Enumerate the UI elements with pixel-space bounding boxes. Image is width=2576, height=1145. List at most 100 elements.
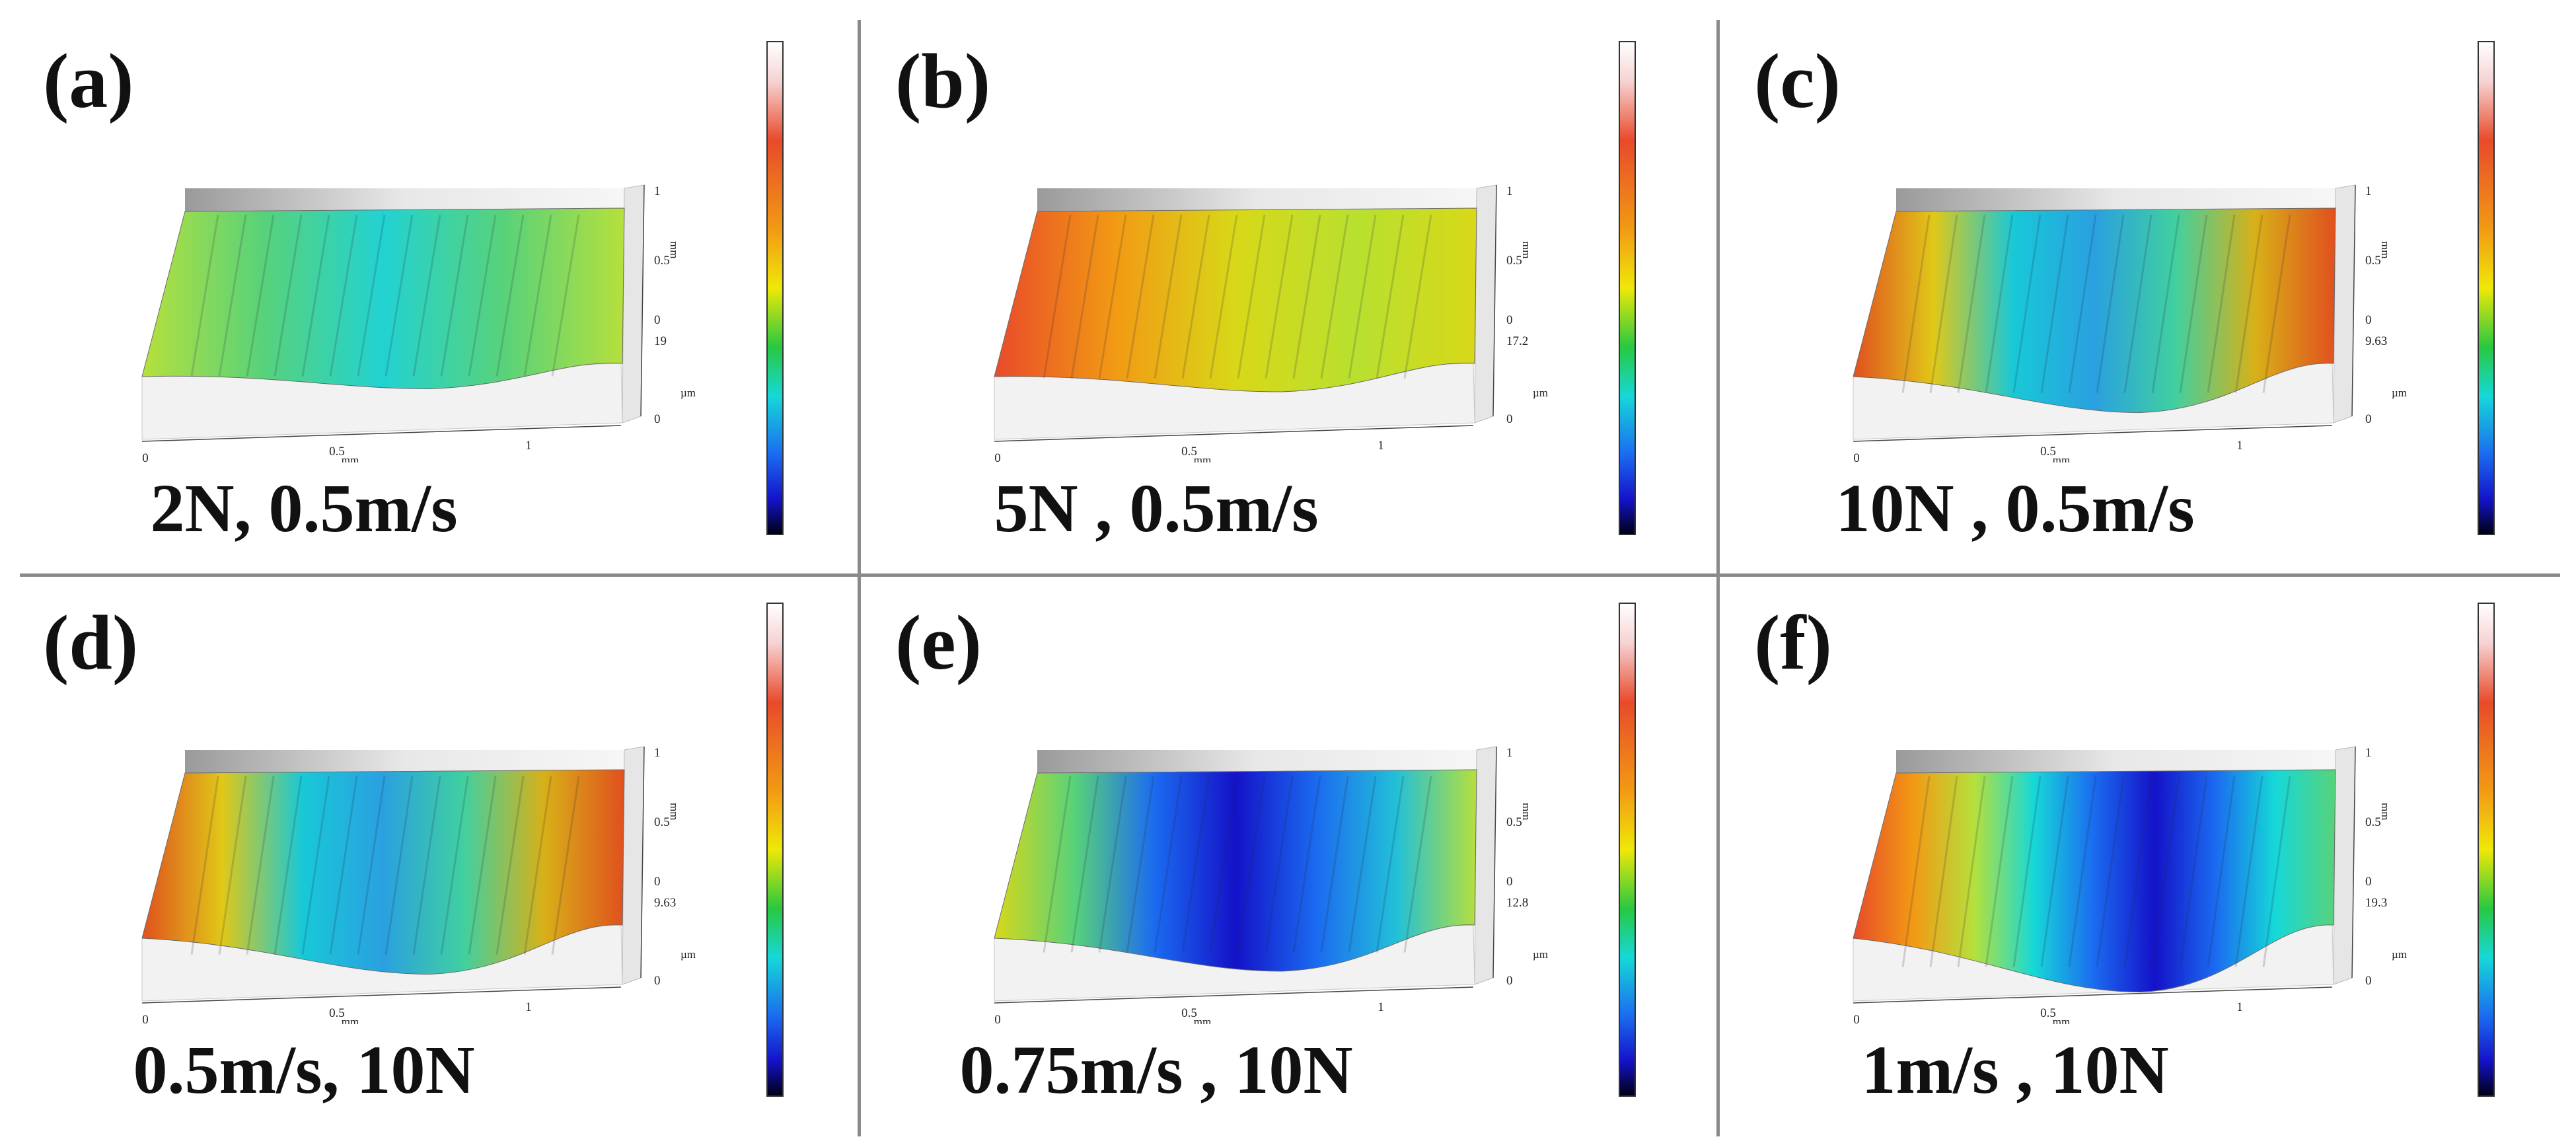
mm-zero-label: 0 — [1506, 313, 1513, 327]
surface-striation — [1043, 214, 1072, 379]
x-axis-unit: mm — [2053, 1016, 2070, 1024]
surface-striation — [2207, 214, 2236, 393]
height-surface — [994, 207, 1477, 392]
surface-striation — [301, 776, 330, 955]
surface-striation — [1348, 776, 1377, 953]
back-wall — [1896, 750, 2336, 773]
surface-striation — [1320, 776, 1349, 953]
surface-striation — [2012, 776, 2042, 967]
surface-striation — [1237, 776, 1266, 953]
surface-striation — [190, 776, 219, 955]
z-axis — [640, 184, 645, 417]
x-tick-label: 0 — [1853, 451, 1860, 462]
mm-mid-label: 0.5 — [654, 254, 670, 268]
back-wall — [1037, 750, 1477, 773]
z-axis-unit: µm — [1533, 948, 1548, 961]
surface-striation — [2068, 214, 2097, 393]
z-axis — [1492, 746, 1497, 979]
surface-striation — [2179, 214, 2208, 393]
mm-axis-unit: mm — [2379, 241, 2392, 258]
back-wall — [1037, 188, 1477, 211]
mm-mid-label: 0.5 — [1506, 815, 1522, 829]
surface-striation — [551, 776, 580, 955]
panel-label: (d) — [43, 599, 139, 686]
colorbar — [1619, 603, 1636, 1097]
panel-c: (c) 10N , 0.5m/s 0 0.5 1 mm 1 0.5 0 9.63 0 mm µm — [1731, 20, 2557, 562]
x-axis-unit: mm — [342, 1016, 359, 1024]
z-max-label: 19.3 — [2365, 896, 2387, 910]
surface-striation — [357, 214, 386, 377]
mm-top-label: 1 — [1506, 746, 1513, 760]
z-zero-label: 0 — [1506, 412, 1513, 426]
z-axis-unit: µm — [681, 387, 696, 399]
surface-striation — [385, 776, 414, 955]
vertical-divider-left — [858, 20, 861, 1136]
surface-plot: 0 0.5 1 mm 1 0.5 0 9.63 0 mm µm — [141, 746, 696, 1024]
surface-striation — [246, 214, 275, 377]
surface-striation — [1209, 776, 1238, 953]
surface-striation — [440, 776, 469, 955]
mm-zero-label: 0 — [654, 875, 661, 889]
mm-top-label: 1 — [2365, 184, 2372, 198]
x-axis — [141, 425, 622, 442]
x-tick-label: 1 — [1378, 439, 1384, 453]
surface-striation — [2096, 776, 2125, 967]
surface-striation — [412, 776, 441, 955]
x-tick-label: 0.5 — [329, 445, 345, 459]
surface-striation — [1376, 214, 1405, 379]
surface-striation — [2012, 214, 2042, 393]
z-max-label: 17.2 — [1506, 334, 1528, 348]
surface-striation — [2151, 214, 2180, 393]
panel-label: (e) — [895, 599, 982, 686]
surface-striation — [1154, 776, 1183, 953]
mm-axis-unit: mm — [1520, 241, 1533, 258]
x-axis-unit: mm — [1194, 454, 1211, 462]
z-max-label: 9.63 — [654, 896, 676, 910]
mm-axis-unit: mm — [668, 241, 681, 258]
surface-striation — [1154, 214, 1183, 379]
x-axis-unit: mm — [342, 454, 359, 462]
mm-top-label: 1 — [654, 184, 661, 198]
mm-top-label: 1 — [654, 746, 661, 760]
panel-label: (f) — [1754, 599, 1832, 686]
z-zero-label: 0 — [2365, 974, 2372, 988]
panel-e: (e) 0.75m/s , 10N 0 0.5 1 mm 1 0.5 0 12.8 0 mm µm — [872, 581, 1698, 1123]
surface-striation — [1403, 776, 1432, 953]
surface-striation — [2262, 776, 2291, 967]
surface-striation — [468, 776, 497, 955]
x-tick-label: 0.5 — [2040, 445, 2056, 459]
z-zero-label: 0 — [654, 974, 661, 988]
z-zero-label: 0 — [654, 412, 661, 426]
surface-striation — [1957, 776, 1986, 967]
surface-striation — [2040, 214, 2069, 393]
surface-striation — [412, 214, 441, 377]
mm-zero-label: 0 — [654, 313, 661, 327]
surface-striation — [274, 776, 303, 955]
surface-striation — [1070, 214, 1099, 379]
x-tick-label: 0 — [1853, 1013, 1860, 1024]
surface-striation — [1901, 776, 1931, 967]
surface-striation — [190, 214, 219, 377]
surface-striation — [1985, 776, 2014, 967]
surface-striation — [329, 214, 358, 377]
x-tick-label: 1 — [2236, 439, 2243, 453]
z-axis — [2351, 184, 2356, 417]
z-axis — [640, 746, 645, 979]
surface-striation — [2040, 776, 2069, 967]
mm-axis-unit: mm — [668, 803, 681, 820]
mm-zero-label: 0 — [2365, 313, 2372, 327]
panel-label: (a) — [43, 38, 134, 124]
panel-caption: 2N, 0.5m/s — [150, 470, 458, 546]
mm-top-label: 1 — [2365, 746, 2372, 760]
x-tick-label: 0 — [142, 1013, 149, 1024]
colorbar — [766, 603, 784, 1097]
panel-caption: 0.75m/s , 10N — [959, 1032, 1353, 1108]
surface-striation — [1376, 776, 1405, 953]
surface-striation — [1181, 776, 1210, 953]
back-wall — [185, 188, 624, 211]
surface-striation — [218, 214, 247, 377]
surface-striation — [2123, 776, 2153, 967]
surface-striation — [329, 776, 358, 955]
surface-striation — [1098, 776, 1127, 953]
